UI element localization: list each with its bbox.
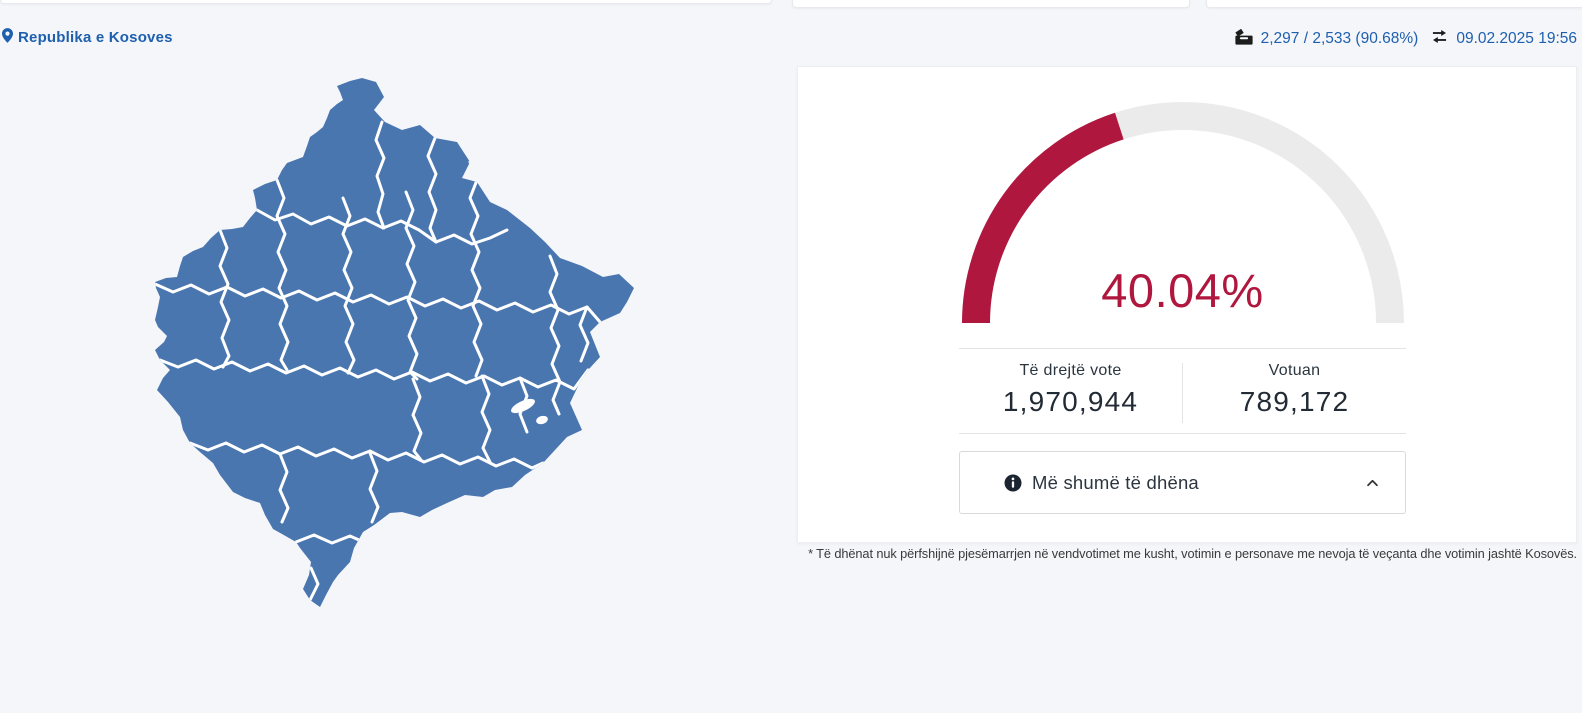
stat-label: Të drejtë vote bbox=[1019, 362, 1122, 379]
cutoff-card-edge-middle bbox=[792, 0, 1190, 8]
gauge-filled-arc bbox=[962, 112, 1124, 324]
cutoff-card-edge-right bbox=[1206, 0, 1582, 8]
map-enclaves bbox=[511, 398, 548, 425]
last-updated: 09.02.2025 19:56 bbox=[1430, 28, 1577, 50]
divider bbox=[959, 433, 1406, 434]
stat-eligible-voters: Të drejtë vote 1,970,944 bbox=[959, 360, 1182, 420]
more-data-toggle[interactable]: Më shumë të dhëna bbox=[959, 451, 1406, 514]
stat-value: 1,970,944 bbox=[1002, 386, 1139, 417]
stat-voted: Votuan 789,172 bbox=[1183, 360, 1406, 420]
kosovo-map-svg bbox=[155, 78, 634, 607]
info-icon bbox=[1004, 474, 1022, 492]
footnote: * Të dhënat nuk përfshijnë pjesëmarrjen … bbox=[808, 546, 1577, 561]
more-data-label: Më shumë të dhëna bbox=[1032, 471, 1199, 493]
chevron-up-icon bbox=[1366, 479, 1379, 487]
stat-value: 789,172 bbox=[1239, 386, 1350, 417]
turnout-gauge bbox=[962, 102, 1404, 324]
kosovo-map-shape[interactable] bbox=[155, 78, 634, 607]
stations-counted-text: 2,297 / 2,533 (90.68%) bbox=[1260, 30, 1419, 47]
ballot-box-icon bbox=[1234, 27, 1254, 51]
divider-vertical bbox=[1182, 363, 1183, 423]
divider bbox=[959, 348, 1406, 349]
statusbar: 2,297 / 2,533 (90.68%) 09.02.2025 19:56 bbox=[1234, 27, 1577, 51]
kosovo-map[interactable] bbox=[130, 70, 650, 630]
municipality-borders bbox=[155, 120, 602, 602]
turnout-percent: 40.04% bbox=[1101, 264, 1264, 317]
turnout-card: 40.04% Të drejtë vote 1,970,944 Votuan 7… bbox=[797, 66, 1577, 543]
region-title: Republika e Kosoves bbox=[18, 29, 173, 46]
sync-arrows-icon[interactable] bbox=[1430, 28, 1449, 50]
breadcrumb-region[interactable]: Republika e Kosoves bbox=[2, 28, 173, 47]
stations-counted: 2,297 / 2,533 (90.68%) bbox=[1234, 27, 1419, 51]
location-pin-icon bbox=[2, 28, 13, 47]
last-updated-text: 09.02.2025 19:56 bbox=[1456, 30, 1577, 47]
cutoff-card-edge-left bbox=[0, 0, 772, 4]
stat-label: Votuan bbox=[1268, 362, 1321, 379]
